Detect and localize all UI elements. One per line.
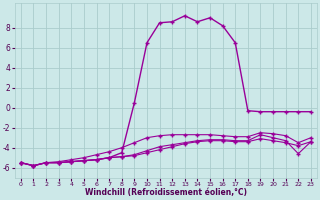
X-axis label: Windchill (Refroidissement éolien,°C): Windchill (Refroidissement éolien,°C) — [85, 188, 247, 197]
